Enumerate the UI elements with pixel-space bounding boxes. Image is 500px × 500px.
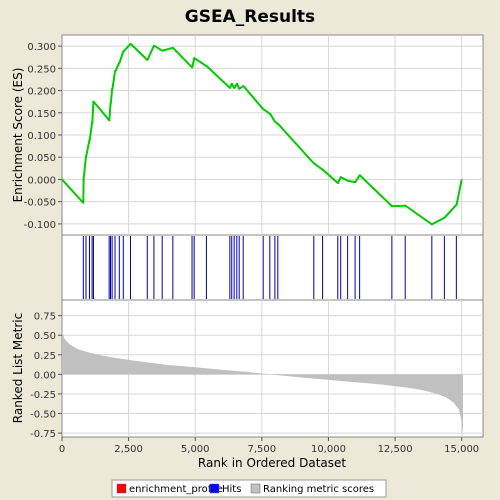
legend: enrichment_profile Hits Ranking metric sco…: [116, 483, 374, 495]
enrichment-y-tick-label: -0.050: [24, 198, 56, 209]
enrichment-y-ticks: -0.100 -0.050 0.000 0.050 0.100 0.150 0.200 0.2…: [24, 42, 62, 231]
x-tick-label: 10,000: [311, 444, 346, 455]
x-tick-label: 7,500: [248, 444, 277, 455]
ranking-y-tick-label: 0.75: [34, 312, 56, 323]
legend-swatch: [209, 483, 220, 494]
ranking-y-tick-label: 0.50: [34, 331, 56, 342]
enrichment-y-tick-label: 0.250: [27, 64, 56, 75]
chart-title: GSEA_Results: [185, 7, 315, 27]
x-tick-label: 12,500: [378, 444, 413, 455]
ranking-y-ticks: -0.75 -0.50 -0.25 0.00 0.25 0.50 0.75: [30, 312, 62, 440]
legend-box: [111, 479, 387, 498]
ranking-y-tick-label: -0.50: [30, 410, 56, 421]
legend-swatch: [116, 483, 127, 494]
enrichment-y-tick-label: 0.050: [27, 153, 56, 164]
hit-markers: [82, 236, 457, 299]
x-tick-label: 5,000: [181, 444, 210, 455]
ranking-y-tick-label: 0.25: [34, 351, 56, 362]
ranking-y-tick-label: -0.25: [30, 390, 56, 401]
x-tick-label: 0: [59, 444, 65, 455]
x-axis-label: Rank in Ordered Dataset: [198, 456, 346, 470]
x-axis-ticks: 0 2,500 5,000 7,500 10,000 12,500 15,000: [59, 437, 479, 455]
enrichment-profile-path: [61, 42, 463, 226]
x-tick-label: 2,500: [114, 444, 143, 455]
legend-swatch: [250, 483, 261, 494]
enrichment-y-tick-label: 0.150: [27, 109, 56, 120]
enrichment-y-label: Enrichment Score (ES): [11, 68, 25, 203]
legend-label: Ranking metric scores: [263, 484, 374, 495]
ranking-metric-area: [62, 331, 463, 436]
enrichment-gridlines: [62, 35, 483, 235]
ranking-y-tick-label: 0.00: [34, 370, 56, 381]
enrichment-y-tick-label: 0.300: [27, 42, 56, 53]
enrichment-profile-line: [61, 42, 463, 226]
enrichment-y-tick-label: 0.200: [27, 87, 56, 98]
x-tick-label: 15,000: [444, 444, 479, 455]
ranking-y-label: Ranked List Metric: [11, 313, 25, 423]
enrichment-y-tick-label: -0.100: [24, 220, 56, 231]
legend-label: enrichment_profile: [129, 484, 223, 495]
enrichment-y-tick-label: 0.000: [27, 175, 56, 186]
hits-panel: [61, 234, 484, 301]
enrichment-y-tick-label: 0.100: [27, 131, 56, 142]
ranking-y-tick-label: -0.75: [30, 429, 56, 440]
ranking-metric-fill: [62, 331, 463, 436]
legend-label: Hits: [222, 484, 241, 495]
